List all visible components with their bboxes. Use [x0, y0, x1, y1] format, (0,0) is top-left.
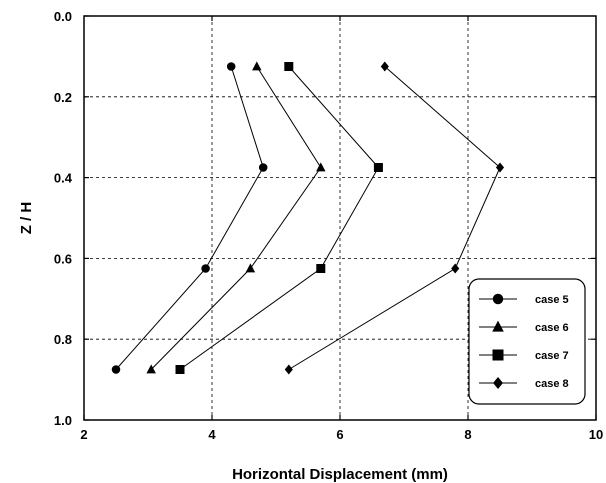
marker-diamond: [284, 364, 293, 375]
marker-circle: [258, 163, 268, 172]
legend-box: [468, 278, 586, 405]
marker-square: [175, 365, 185, 374]
series-case-8: [284, 61, 505, 375]
marker-triangle: [146, 364, 156, 374]
legend-label: case 6: [535, 322, 569, 334]
marker-triangle: [492, 320, 504, 332]
legend: case 5 case 6 case 7 case 8: [468, 278, 586, 405]
y-axis-title: Z / H: [18, 202, 35, 235]
marker-circle: [226, 62, 236, 71]
series-line: [179, 66, 380, 370]
marker-triangle: [245, 263, 256, 273]
marker-diamond: [451, 263, 460, 274]
series-case-7: [175, 62, 383, 374]
x-tick-label: 4: [208, 427, 216, 442]
series-case-5: [111, 62, 268, 374]
series-line: [288, 66, 501, 370]
legend-label: case 5: [535, 294, 569, 306]
marker-circle: [111, 365, 121, 374]
y-tick-label: 0.4: [54, 171, 73, 186]
series-line: [150, 66, 322, 370]
marker-square: [492, 349, 504, 361]
series-case-6: [146, 61, 326, 374]
y-tick-label: 0.0: [54, 9, 72, 24]
marker-triangle: [316, 162, 326, 172]
y-tick-label: 0.2: [54, 90, 72, 105]
marker-square: [316, 264, 326, 273]
y-tick-label: 0.6: [54, 251, 72, 266]
x-axis-title: Horizontal Displacement (mm): [232, 466, 448, 483]
series-layer: [111, 61, 505, 375]
marker-circle: [201, 264, 210, 273]
marker-diamond: [495, 162, 505, 173]
x-tick-label: 2: [80, 427, 87, 442]
marker-diamond: [493, 376, 503, 390]
legend-label: case 8: [535, 378, 569, 390]
y-tick-label: 1.0: [54, 413, 72, 428]
axis-ticks: 2 4 6 8 10 0.0 0.2 0.4 0.6 0.8 1.0: [54, 9, 603, 442]
series-line: [115, 66, 264, 370]
legend-label: case 7: [535, 350, 569, 362]
x-tick-label: 6: [336, 427, 343, 442]
x-tick-label: 10: [589, 427, 603, 442]
marker-circle: [492, 293, 504, 305]
x-tick-label: 8: [464, 427, 471, 442]
marker-triangle: [252, 61, 262, 71]
y-tick-label: 0.8: [54, 332, 72, 347]
marker-square: [373, 163, 383, 172]
marker-square: [284, 62, 294, 71]
marker-diamond: [380, 61, 389, 72]
